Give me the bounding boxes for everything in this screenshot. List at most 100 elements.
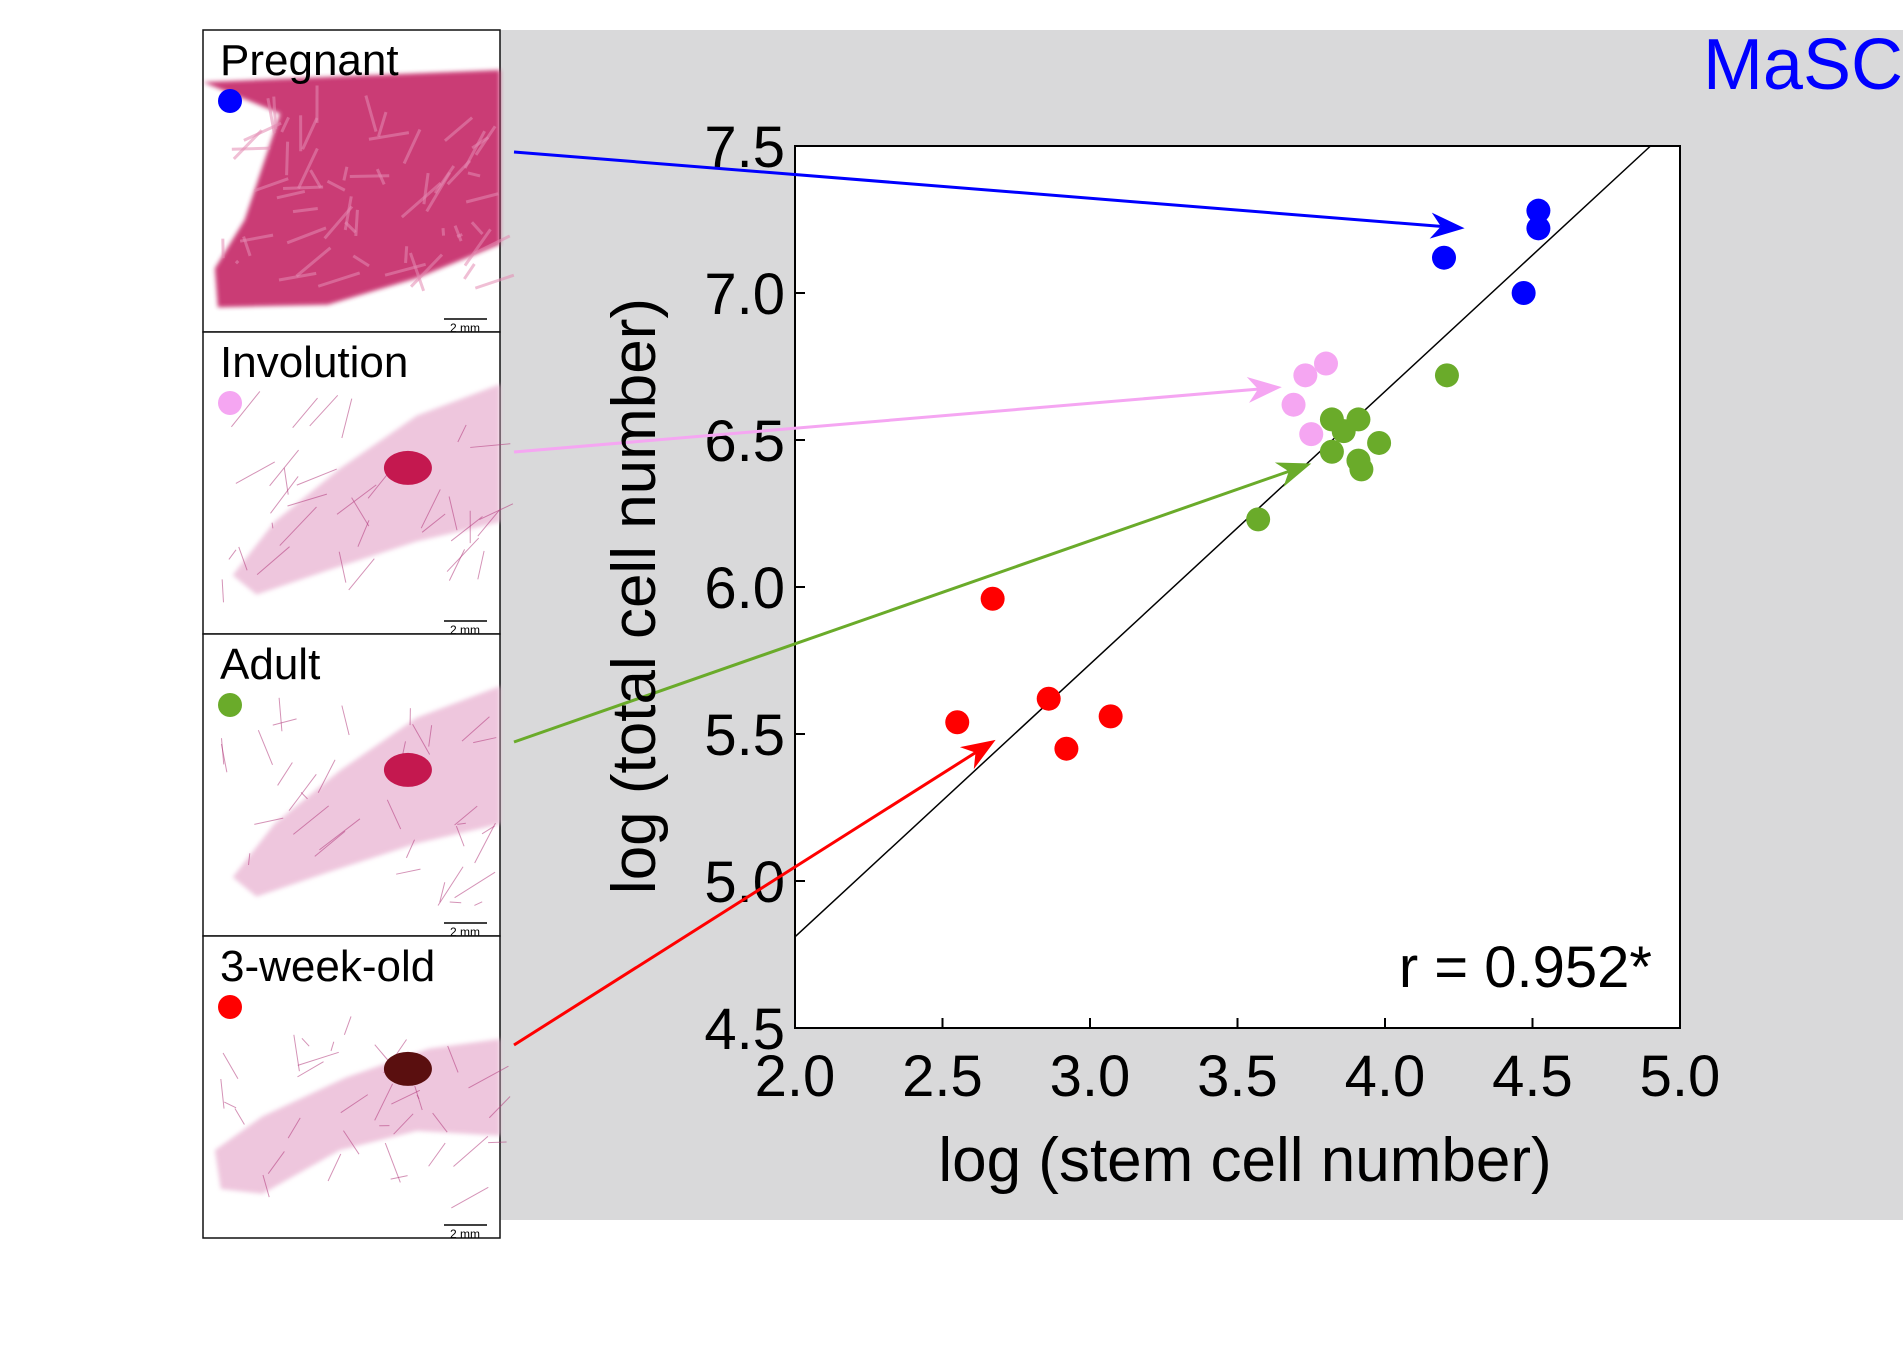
stage-color-dot [218,89,242,113]
tissue-duct [349,174,390,179]
data-point-adult [1319,439,1344,464]
y-tick-label: 5.5 [704,703,785,768]
lymph-node [383,1051,432,1086]
tissue-duct [309,169,323,189]
tissue-duct [301,1037,310,1047]
regression-line [794,145,1652,938]
tissue-duct [481,825,495,835]
tissue-duct [287,493,328,507]
y-tick-label: 6.5 [704,409,785,474]
data-point-3-week-old [1098,704,1123,729]
tissue-duct [354,209,359,237]
tissue-duct [414,1085,423,1111]
tissue-duct [297,1051,339,1066]
tissue-duct [425,171,452,213]
data-point-3-week-old [1036,686,1061,711]
scale-bar-label: 2 mm [450,1227,480,1241]
tissue-duct [457,822,466,825]
tissue-duct [301,117,319,150]
tissue-duct [409,252,426,292]
data-point-3-week-old [945,710,970,735]
tissue-duct [374,1083,394,1121]
tissue-duct [220,1078,225,1109]
tissue-duct [412,723,431,755]
tissue-duct [404,246,409,264]
lymph-node [383,752,432,787]
data-point-involution [1314,351,1338,376]
tissue-duct [468,1065,509,1089]
tissue-duct [262,1174,270,1198]
data-point-3-week-old [1054,736,1079,761]
tissue-duct [470,443,511,448]
correlation-label: r = 0.952* [1399,935,1652,1000]
data-point-adult [1434,363,1459,388]
tissue-duct [235,461,276,484]
arrow-pregnant [513,150,1465,239]
arrow-head [1429,212,1465,239]
data-points [945,198,1551,761]
tissue-duct [477,508,502,537]
arrow-shaft [513,150,1442,228]
y-axis-label: log (total cell number) [600,298,669,894]
x-axis-label: log (stem cell number) [938,1126,1551,1195]
tissue-duct [421,513,446,533]
tissue-duct [439,882,446,903]
tissue-duct [270,476,299,514]
tissue-image [232,384,500,595]
tissue-duct [340,1094,369,1114]
tissue-duct [374,1044,390,1062]
arrow-shaft [513,751,977,1047]
stage-arrows [513,150,1465,1047]
tissue-duct [319,818,361,851]
tissue-duct [336,484,377,515]
tissue-duct [449,901,462,904]
tissue-duct [256,546,290,576]
fit-line [794,145,1652,938]
tissue-duct [461,716,490,742]
tissue-duct [267,1151,285,1175]
tissue-duct [377,111,388,137]
tissue-duct [463,228,492,267]
arrow-shaft [513,387,1259,454]
tissue-duct [297,1061,324,1078]
tissue-duct [280,116,290,133]
tissue-duct [238,546,248,571]
tissue-duct [293,805,329,835]
tissue-duct [441,228,446,236]
tissue-duct [283,185,324,191]
tissue-duct [454,871,496,899]
tissue-duct [453,1136,489,1167]
y-tick-label: 7.0 [704,262,785,327]
arrow-adult [513,462,1312,744]
x-tick-label: 2.5 [902,1044,983,1109]
tissue-image [214,1038,500,1194]
tissue-duct [343,1016,352,1036]
tissue-duct [287,1117,301,1139]
tissue-duct [357,520,370,547]
tissue-duct [432,1112,448,1133]
tissue-duct [393,1113,414,1135]
tissue-image [232,686,500,897]
x-tick-label: 3.0 [1050,1044,1131,1109]
tissue-duct [474,125,497,156]
tissue-duct [342,166,349,181]
tissue-image [203,70,500,308]
tissue-duct [348,558,375,591]
tissue-duct [443,116,474,142]
tissue-duct [390,1175,408,1180]
data-point-involution [1293,363,1318,388]
tissue-duct [477,550,485,580]
arrow-head [1246,377,1282,403]
tissue-duct [428,1142,446,1167]
tissue-duct [272,718,297,726]
tissue-duct [232,129,263,160]
tissue-duct [450,516,483,542]
arrow-head [1274,462,1312,487]
tissue-duct [257,729,273,765]
data-point-3-week-old [980,586,1005,611]
tissue-duct [474,901,483,906]
tissue-duct [283,467,289,495]
tissue-duct [368,131,410,141]
